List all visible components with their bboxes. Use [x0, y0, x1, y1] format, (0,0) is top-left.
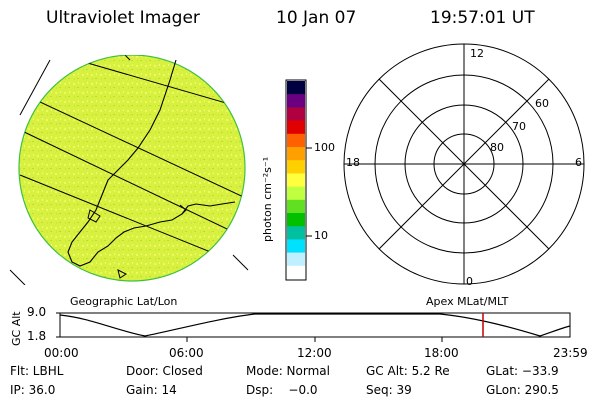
instrument-title: Ultraviolet Imager — [46, 8, 200, 28]
mlt-label-0: 0 — [466, 275, 473, 288]
status-ip: IP: 36.0 — [10, 383, 56, 397]
orbit-ytick-min: 1.8 — [27, 329, 47, 343]
mlat-label-70: 70 — [512, 120, 526, 133]
mlt-label-6: 6 — [575, 156, 582, 169]
status-door: Door: Closed — [126, 364, 203, 378]
orbit-xtick: 12:00 — [297, 346, 332, 360]
date-label: 10 Jan 07 — [276, 8, 357, 28]
orbit-xtick: 18:00 — [424, 346, 459, 360]
colorbar-band — [287, 213, 305, 227]
colorbar-unit-label: photon cm⁻²s⁻¹ — [261, 156, 274, 242]
colorbar-band — [287, 81, 305, 95]
time-label: 19:57:01 UT — [430, 8, 535, 28]
status-gain: Gain: 14 — [126, 383, 177, 397]
colorbar-band — [287, 252, 305, 267]
colorbar-band — [287, 147, 305, 161]
uv-earth-image — [9, 55, 249, 285]
colorbar-band — [287, 239, 305, 254]
map-projection-label: Geographic Lat/Lon — [70, 295, 178, 308]
colorbar-tick-10: 10 — [314, 229, 328, 242]
mlat-label-60: 60 — [535, 97, 549, 110]
mlt-label-18: 18 — [346, 156, 360, 169]
colorbar-band — [287, 160, 305, 174]
orbit-plot — [56, 312, 571, 342]
orbit-xtick: 00:00 — [44, 346, 79, 360]
status-dsp: Dsp: −0.0 — [246, 383, 318, 397]
colorbar-band — [287, 133, 305, 148]
colorbar-band — [287, 199, 305, 214]
status-seq: Seq: 39 — [366, 383, 412, 397]
colorbar-band — [287, 186, 305, 201]
colorbar-band — [287, 226, 305, 240]
status-gc-alt: GC Alt: 5.2 Re — [366, 364, 450, 378]
colorbar-band — [287, 265, 305, 280]
polar-projection-label: Apex MLat/MLT — [426, 295, 509, 308]
mlat-label-80: 80 — [490, 141, 504, 154]
orbit-xtick: 23:59 — [553, 346, 588, 360]
status-mode: Mode: Normal — [246, 364, 330, 378]
colorbar-band — [287, 173, 305, 188]
status-glon: GLon: 290.5 — [486, 383, 559, 397]
orbit-xtick: 06:00 — [169, 346, 204, 360]
colorbar-tick-100: 100 — [314, 141, 335, 154]
status-filter: Flt: LBHL — [10, 364, 64, 378]
colorbar — [285, 79, 312, 281]
orbit-ytick-max: 9.0 — [27, 305, 47, 319]
orbit-axis-label: GC Alt — [10, 311, 23, 346]
colorbar-band — [287, 94, 305, 108]
mlt-label-12: 12 — [470, 47, 484, 60]
status-glat: GLat: −33.9 — [486, 364, 559, 378]
colorbar-band — [287, 120, 305, 135]
colorbar-band — [287, 107, 305, 122]
polar-grid — [343, 43, 585, 285]
